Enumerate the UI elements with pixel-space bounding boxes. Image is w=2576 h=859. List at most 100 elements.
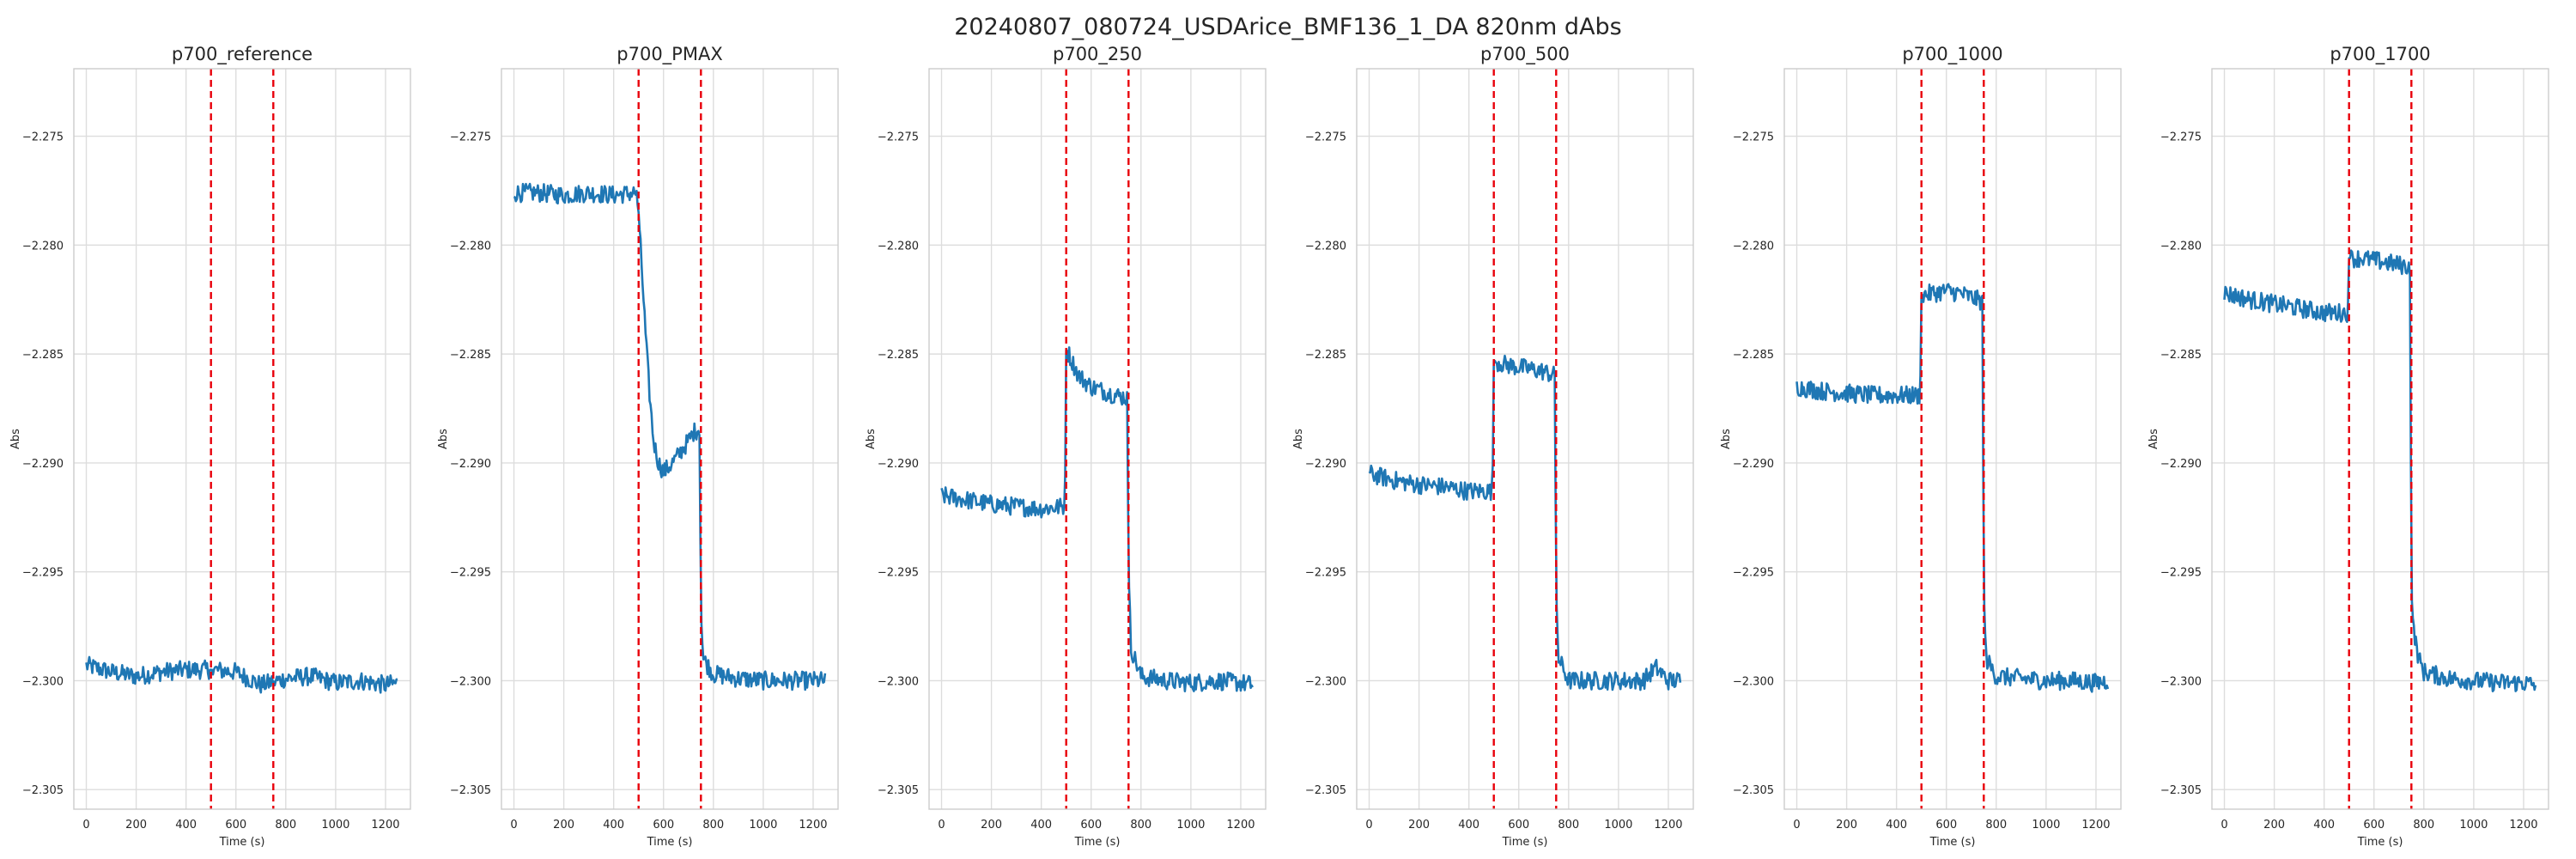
y-tick-label: −2.285	[2160, 349, 2202, 362]
x-tick-label: 1200	[799, 819, 827, 832]
x-tick-label: 200	[981, 819, 1002, 832]
x-tick-label: 200	[553, 819, 574, 832]
x-tick-label: 800	[1558, 819, 1579, 832]
figure-title: 20240807_080724_USDArice_BMF136_1_DA 820…	[954, 14, 1622, 40]
x-tick-label: 1200	[371, 819, 399, 832]
x-tick-label: 400	[1886, 819, 1907, 832]
x-tick-label: 1200	[1226, 819, 1255, 832]
axes-frame	[501, 68, 839, 810]
y-axis-label: Abs	[2148, 429, 2160, 449]
x-tick-label: 800	[1130, 819, 1151, 832]
x-axis-label: Time (s)	[1074, 836, 1121, 849]
x-tick-label: 1200	[2081, 819, 2110, 832]
y-tick-label: −2.295	[2160, 567, 2202, 580]
y-tick-label: −2.290	[450, 458, 491, 471]
x-tick-label: 0	[2221, 819, 2227, 832]
x-axis-label: Time (s)	[1929, 836, 1976, 849]
y-tick-label: −2.295	[1733, 567, 1774, 580]
y-tick-label: −2.290	[1733, 458, 1774, 471]
y-tick-label: −2.295	[1305, 567, 1346, 580]
x-tick-label: 1000	[321, 819, 349, 832]
y-tick-label: −2.285	[878, 349, 919, 362]
y-tick-label: −2.285	[22, 349, 64, 362]
x-tick-label: 800	[1985, 819, 2007, 832]
y-tick-label: −2.285	[450, 349, 491, 362]
x-tick-label: 600	[225, 819, 246, 832]
x-tick-label: 0	[1793, 819, 1800, 832]
x-tick-label: 200	[1408, 819, 1430, 832]
y-tick-label: −2.275	[1733, 131, 1774, 144]
y-tick-label: −2.305	[22, 784, 64, 797]
y-tick-label: −2.285	[1733, 349, 1774, 362]
y-tick-label: −2.275	[878, 131, 919, 144]
x-axis-label: Time (s)	[647, 836, 693, 849]
y-tick-label: −2.290	[1305, 458, 1346, 471]
panel-p700_1700: 0 200 400 600 800 1000 1200 −2.305 −2.300 −2.295 −…	[2148, 44, 2549, 849]
axes-frame	[2211, 68, 2549, 810]
panel-p700_PMAX: 0 200 400 600 800 1000 1200 −2.305 −2.300 −2.295 −…	[437, 44, 839, 849]
y-tick-label: −2.300	[878, 675, 919, 688]
y-tick-label: −2.280	[22, 240, 64, 253]
y-tick-label: −2.305	[1305, 784, 1346, 797]
y-tick-label: −2.295	[22, 567, 64, 580]
series-line	[513, 182, 827, 691]
x-tick-label: 0	[1365, 819, 1372, 832]
y-tick-label: −2.280	[450, 240, 491, 253]
series-line	[85, 655, 398, 694]
y-tick-label: −2.305	[1733, 784, 1774, 797]
x-tick-label: 600	[1080, 819, 1102, 832]
axes-frame	[1783, 68, 2122, 810]
y-tick-label: −2.300	[1305, 675, 1346, 688]
x-tick-label: 1200	[2509, 819, 2537, 832]
panel-p700_250: 0 200 400 600 800 1000 1200 −2.305 −2.300 −2.295 −…	[865, 44, 1267, 849]
y-axis-label: Abs	[437, 429, 450, 449]
x-tick-label: 400	[1030, 819, 1052, 832]
panel-title: p700_reference	[172, 44, 313, 65]
x-tick-label: 800	[2413, 819, 2434, 832]
y-tick-label: −2.280	[1733, 240, 1774, 253]
y-tick-label: −2.305	[2160, 784, 2202, 797]
y-tick-label: −2.295	[450, 567, 491, 580]
x-tick-label: 200	[125, 819, 147, 832]
y-tick-label: −2.305	[878, 784, 919, 797]
series-line	[1795, 283, 2110, 693]
x-tick-label: 600	[1508, 819, 1529, 832]
y-tick-label: −2.300	[450, 675, 491, 688]
y-tick-label: −2.280	[1305, 240, 1346, 253]
y-tick-label: −2.285	[1305, 349, 1346, 362]
x-tick-label: 200	[2263, 819, 2285, 832]
x-tick-label: 400	[2313, 819, 2335, 832]
x-axis-label: Time (s)	[2357, 836, 2403, 849]
x-tick-label: 1000	[749, 819, 777, 832]
panel-title: p700_250	[1053, 44, 1142, 65]
panel-title: p700_PMAX	[617, 44, 722, 65]
y-tick-label: −2.275	[450, 131, 491, 144]
x-tick-label: 400	[175, 819, 197, 832]
panel-title: p700_1700	[2330, 44, 2430, 65]
y-tick-label: −2.275	[22, 131, 64, 144]
x-tick-label: 600	[2363, 819, 2385, 832]
x-tick-label: 0	[82, 819, 89, 832]
x-tick-label: 1000	[1604, 819, 1632, 832]
y-axis-label: Abs	[9, 429, 22, 449]
y-tick-label: −2.300	[1733, 675, 1774, 688]
y-axis-label: Abs	[1720, 429, 1733, 449]
x-tick-label: 400	[1458, 819, 1479, 832]
axes-frame	[928, 68, 1267, 810]
x-tick-label: 800	[275, 819, 296, 832]
y-axis-label: Abs	[865, 429, 878, 449]
y-axis-label: Abs	[1292, 429, 1305, 449]
x-tick-label: 800	[702, 819, 724, 832]
x-tick-label: 200	[1836, 819, 1857, 832]
x-tick-label: 1000	[2032, 819, 2060, 832]
x-tick-label: 1200	[1654, 819, 1682, 832]
y-tick-label: −2.295	[878, 567, 919, 580]
series-line	[1368, 354, 1682, 691]
x-tick-label: 400	[603, 819, 624, 832]
y-tick-label: −2.280	[2160, 240, 2202, 253]
panel-p700_reference: 0 200 400 600 800 1000 1200 −2.305 −2.300 −2.295 −…	[9, 44, 411, 849]
y-tick-label: −2.290	[22, 458, 64, 471]
axes-frame	[1356, 68, 1694, 810]
panel-p700_500: 0 200 400 600 800 1000 1200 −2.305 −2.300 −2.295 −…	[1292, 44, 1694, 849]
